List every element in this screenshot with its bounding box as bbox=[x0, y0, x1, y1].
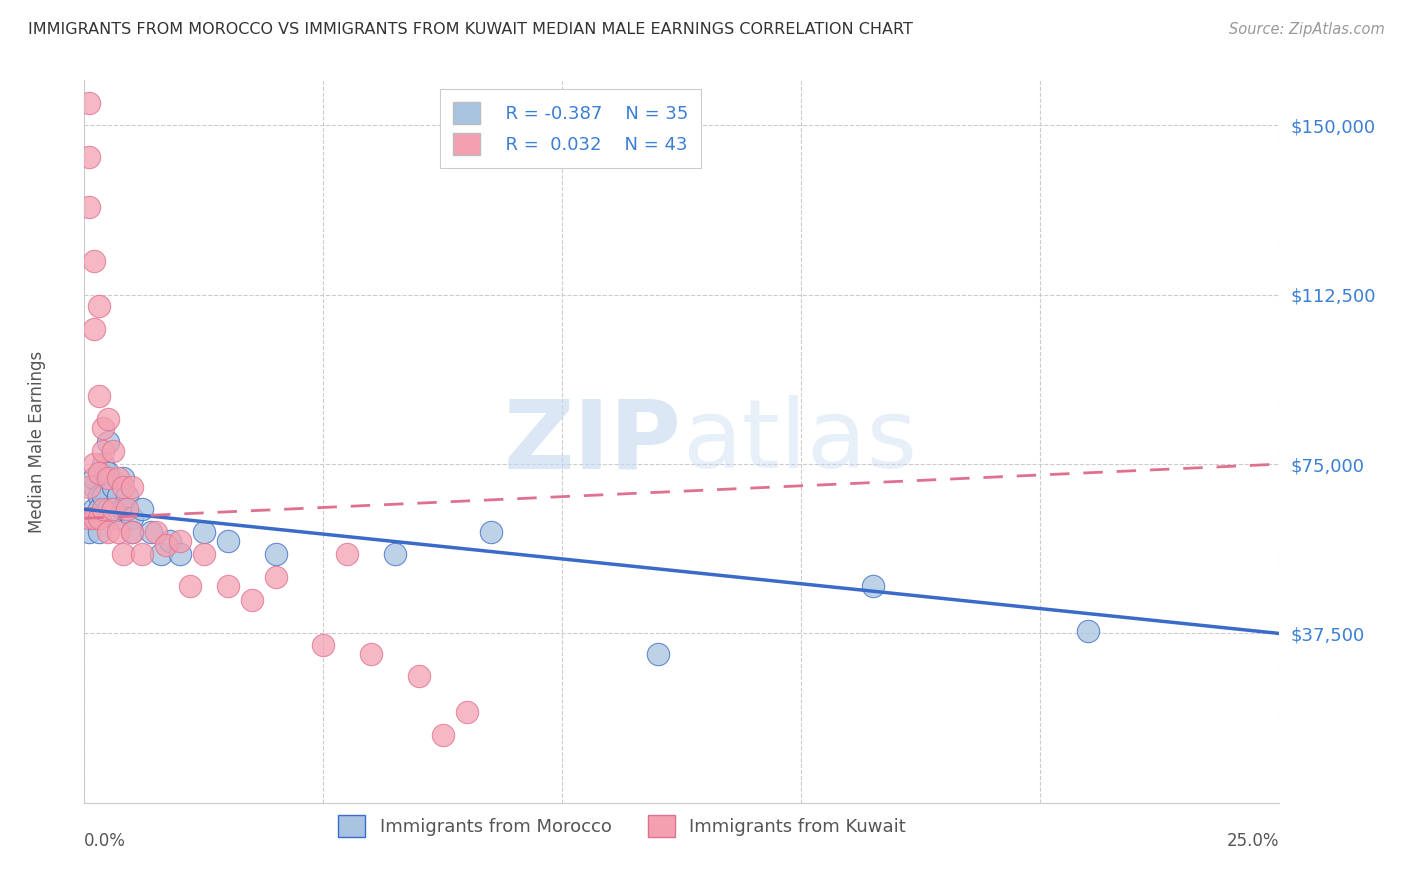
Point bbox=[111, 480, 134, 494]
Point bbox=[97, 502, 120, 516]
Point bbox=[87, 299, 110, 313]
Point bbox=[312, 638, 335, 652]
Point bbox=[83, 470, 105, 484]
Point bbox=[87, 466, 110, 480]
Text: 25.0%: 25.0% bbox=[1227, 831, 1279, 850]
Point bbox=[121, 511, 143, 525]
Point bbox=[169, 533, 191, 548]
Point bbox=[155, 538, 177, 552]
Point bbox=[87, 502, 110, 516]
Point bbox=[77, 511, 100, 525]
Point bbox=[131, 502, 153, 516]
Point bbox=[107, 470, 129, 484]
Point bbox=[107, 524, 129, 539]
Point bbox=[217, 533, 239, 548]
Point bbox=[179, 579, 201, 593]
Point bbox=[83, 511, 105, 525]
Point bbox=[217, 579, 239, 593]
Point bbox=[93, 457, 115, 471]
Point bbox=[264, 570, 287, 584]
Point bbox=[117, 489, 139, 503]
Point bbox=[83, 502, 105, 516]
Point bbox=[121, 524, 143, 539]
Text: Median Male Earnings: Median Male Earnings bbox=[28, 351, 45, 533]
Point bbox=[111, 502, 134, 516]
Text: Source: ZipAtlas.com: Source: ZipAtlas.com bbox=[1229, 22, 1385, 37]
Text: atlas: atlas bbox=[682, 395, 917, 488]
Point bbox=[647, 647, 669, 661]
Point bbox=[193, 524, 215, 539]
Point bbox=[77, 480, 100, 494]
Point bbox=[83, 457, 105, 471]
Text: IMMIGRANTS FROM MOROCCO VS IMMIGRANTS FROM KUWAIT MEDIAN MALE EARNINGS CORRELATI: IMMIGRANTS FROM MOROCCO VS IMMIGRANTS FR… bbox=[28, 22, 912, 37]
Point bbox=[384, 548, 406, 562]
Point bbox=[131, 548, 153, 562]
Point bbox=[77, 95, 100, 110]
Point bbox=[111, 548, 134, 562]
Point bbox=[97, 466, 120, 480]
Point bbox=[97, 434, 120, 449]
Point bbox=[83, 480, 105, 494]
Point bbox=[408, 669, 430, 683]
Point bbox=[97, 524, 120, 539]
Point bbox=[77, 524, 100, 539]
Point bbox=[101, 480, 124, 494]
Point bbox=[121, 524, 143, 539]
Point bbox=[93, 489, 115, 503]
Point bbox=[264, 548, 287, 562]
Point bbox=[87, 489, 110, 503]
Point bbox=[862, 579, 884, 593]
Point bbox=[1077, 624, 1099, 639]
Point bbox=[101, 502, 124, 516]
Point bbox=[336, 548, 359, 562]
Point bbox=[93, 421, 115, 435]
Point bbox=[87, 389, 110, 403]
Point bbox=[83, 253, 105, 268]
Point bbox=[141, 524, 163, 539]
Point bbox=[432, 728, 454, 742]
Point bbox=[77, 200, 100, 214]
Point bbox=[145, 524, 167, 539]
Text: ZIP: ZIP bbox=[503, 395, 682, 488]
Point bbox=[87, 511, 110, 525]
Point bbox=[93, 443, 115, 458]
Point bbox=[193, 548, 215, 562]
Point bbox=[87, 524, 110, 539]
Legend: Immigrants from Morocco, Immigrants from Kuwait: Immigrants from Morocco, Immigrants from… bbox=[330, 808, 914, 845]
Point bbox=[101, 502, 124, 516]
Point bbox=[97, 470, 120, 484]
Point bbox=[111, 470, 134, 484]
Point bbox=[83, 321, 105, 335]
Point bbox=[479, 524, 502, 539]
Point bbox=[77, 511, 100, 525]
Point bbox=[240, 592, 263, 607]
Point bbox=[149, 548, 172, 562]
Point bbox=[159, 533, 181, 548]
Point bbox=[121, 480, 143, 494]
Point bbox=[360, 647, 382, 661]
Point bbox=[107, 489, 129, 503]
Point bbox=[117, 502, 139, 516]
Point bbox=[456, 706, 478, 720]
Point bbox=[101, 443, 124, 458]
Point bbox=[169, 548, 191, 562]
Point bbox=[93, 502, 115, 516]
Point bbox=[107, 511, 129, 525]
Text: 0.0%: 0.0% bbox=[84, 831, 127, 850]
Point bbox=[97, 412, 120, 426]
Point bbox=[77, 150, 100, 164]
